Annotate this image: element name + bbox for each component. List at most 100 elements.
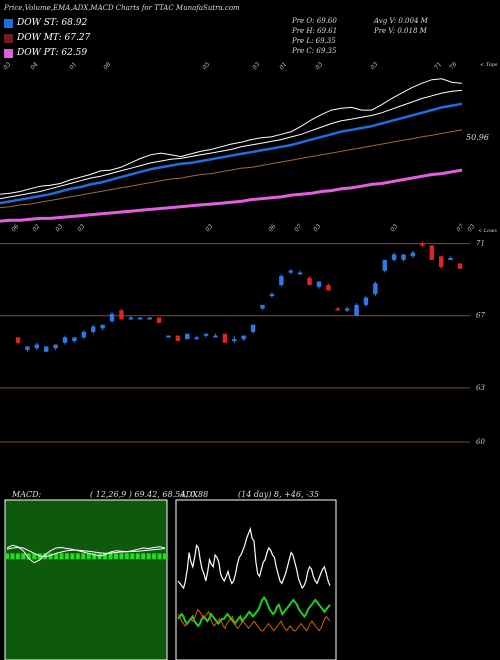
candle-body: [15, 337, 21, 343]
ema-top-tick: 03: [2, 61, 12, 71]
price-tick-label: 67: [476, 312, 485, 320]
candle-body: [175, 335, 181, 341]
ema-series-3: [0, 129, 463, 209]
candle-body: [203, 333, 209, 336]
ema-top-tick: 03: [251, 61, 261, 71]
candle-body: [269, 294, 275, 297]
candle-body: [260, 304, 265, 309]
ema-series-4: [0, 168, 463, 223]
adx-series-1: [177, 596, 331, 628]
candle-body: [91, 326, 96, 332]
candle-body: [62, 337, 68, 343]
ema-bottom-tick: 06: [10, 223, 20, 233]
candle-body: [128, 317, 134, 320]
candle-body: [401, 254, 406, 260]
candle-body: [25, 346, 30, 350]
ema-bottom-tick: 07: [455, 223, 465, 233]
ohlc-high: Pre H: 69.61: [292, 27, 338, 35]
candle-body: [100, 324, 105, 329]
ema-bottom-tick: 03: [312, 223, 322, 233]
candle-body: [156, 317, 162, 323]
macd-frame: [4, 499, 168, 660]
candle-body: [344, 308, 350, 311]
candle-body: [391, 254, 397, 260]
ema-bottom-tick: 06: [267, 223, 277, 233]
macd-label: MACD:: [12, 490, 42, 499]
ema-bottom-tick: 03: [466, 223, 476, 233]
legend-dow-pt: DOW PT: 62.59: [4, 46, 87, 60]
ohlc-volume: Pre V: 0.018 M: [374, 27, 427, 35]
legend-label-pt: DOW PT: 62.59: [17, 48, 88, 58]
ema-series-1: [0, 89, 463, 200]
legend-swatch-mt: [4, 33, 13, 43]
candle-body: [72, 337, 77, 341]
candle-body: [213, 335, 218, 338]
ema-bottom-tick: 03: [54, 223, 64, 233]
ema-bottom-tick: 03: [389, 223, 399, 233]
candle-body: [138, 317, 143, 320]
candle-body: [194, 337, 199, 340]
candle-body: [429, 245, 434, 260]
ohlc-avg-volume: Avg V: 0.004 M: [374, 17, 428, 25]
ema-bottom-tick: 07: [293, 223, 303, 233]
adx-frame: [175, 499, 337, 660]
price-tick-label: 71: [476, 240, 485, 248]
candle-body: [185, 333, 190, 340]
adx-label: ADX: [180, 490, 198, 499]
ema-right-label: < Tops: [480, 62, 498, 68]
candle-body: [81, 331, 87, 338]
ema-top-tick: 08: [102, 61, 112, 71]
ema-top-tick: 05: [201, 61, 211, 71]
ema-top-tick: 01: [278, 61, 288, 71]
ema-top-tick: 03: [314, 61, 324, 71]
candle-body: [410, 252, 416, 257]
candle-body: [53, 344, 58, 349]
legend-dow-st: DOW ST: 68.92: [4, 16, 87, 30]
legend-dow-mt: DOW MT: 67.27: [4, 31, 90, 45]
chart-title: Price,Volume,EMA,ADX,MACD Charts for TTA…: [4, 4, 240, 12]
ema-series-2: [0, 102, 463, 205]
ohlc-open: Pre O: 69.60: [292, 17, 337, 25]
ema-top-tick: 01: [68, 61, 78, 71]
candle-body: [307, 277, 312, 286]
legend-label-mt: DOW MT: 67.27: [17, 33, 91, 43]
ema-bottom-tick: 03: [76, 223, 86, 233]
candle-body: [44, 346, 49, 352]
legend-swatch-st: [4, 18, 13, 28]
candle-body: [119, 310, 124, 320]
candle-body: [288, 270, 293, 273]
candle-body: [457, 263, 463, 269]
adx-series-2: [177, 608, 331, 632]
candle-body: [241, 335, 246, 340]
ema-bottom-tick: 03: [204, 223, 214, 233]
candle-body: [420, 243, 425, 246]
candle-body: [354, 304, 359, 316]
price-panel: 71 67 63 60: [0, 240, 485, 446]
macd-series-1: [6, 546, 166, 558]
candle-body: [232, 339, 237, 342]
ema-top-tick: 03: [369, 61, 379, 71]
candle-body: [382, 259, 387, 271]
candle-body: [438, 256, 444, 268]
candle-body: [109, 313, 115, 322]
adx-series-0: [177, 526, 331, 590]
candle-body: [326, 285, 331, 291]
ohlc-low: Pre L: 69.35: [292, 37, 336, 45]
ema-top-tick: 78: [448, 61, 458, 71]
candle-body: [316, 281, 322, 287]
price-tick-label: 63: [476, 384, 485, 392]
candle-body: [166, 335, 171, 338]
candle-body: [147, 317, 152, 320]
candle-body: [373, 283, 378, 295]
price-tick-label: 60: [476, 438, 485, 446]
candle-body: [335, 308, 340, 311]
candle-body: [250, 324, 256, 332]
price-right-label: < Lows: [478, 228, 497, 234]
candle-body: [363, 297, 369, 305]
candle-body: [279, 276, 284, 286]
candle-body: [297, 272, 303, 275]
candle-body: [222, 333, 228, 343]
macd-series-0: [6, 544, 166, 564]
